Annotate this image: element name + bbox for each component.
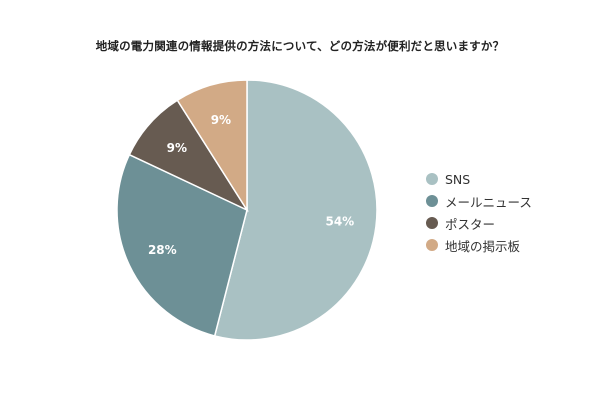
pie-slice-label-4: 9% (211, 113, 231, 127)
legend: SNS メールニュース ポスター地域の掲示板 (426, 168, 532, 256)
pie-slice-2 (116, 153, 248, 337)
pie-slice-labels: 54% 28% 9% 9% (148, 113, 354, 257)
legend-label-1: SNS (445, 171, 471, 187)
pie-slice-1 (213, 79, 378, 341)
pie-slice-label-2: 28% (148, 243, 177, 257)
legend-item-3: ポスター (426, 212, 532, 234)
legend-label-3: ポスター (445, 216, 496, 232)
legend-swatch-1 (426, 173, 438, 185)
pie-slice-label-1: 54% (325, 215, 354, 229)
pie-slice-4 (176, 79, 248, 213)
legend-label-4: 地域の掲示板 (445, 238, 521, 254)
legend-label-2: メールニュース (445, 194, 532, 210)
chart-title: 地域の電力関連の情報提供の方法について、どの方法が便利だと思いますか？ (95, 39, 505, 53)
legend-item-1: SNS (426, 168, 532, 190)
pie-slice-label-3: 9% (167, 141, 187, 155)
legend-swatch-4 (426, 239, 438, 251)
pie-slices (116, 79, 378, 341)
legend-swatch-2 (426, 195, 438, 207)
legend-item-2: メールニュース (426, 190, 532, 212)
legend-item-4: 地域の掲示板 (426, 234, 532, 256)
legend-swatch-3 (426, 217, 438, 229)
